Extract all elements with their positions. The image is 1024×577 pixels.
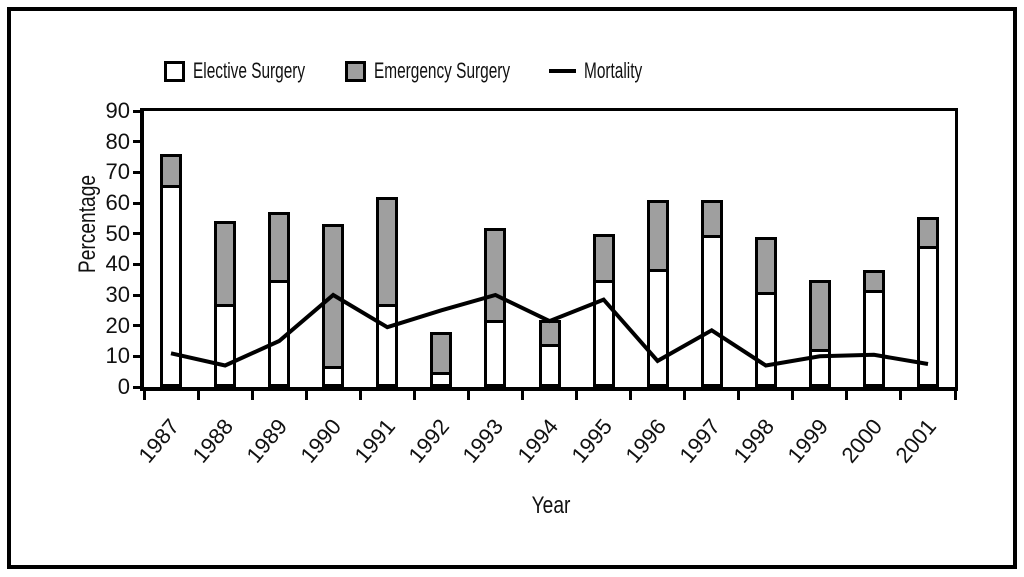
x-tick [520,391,524,400]
elective-swatch-icon [164,60,185,82]
x-tick [196,391,200,400]
y-tick [133,262,143,266]
x-tick [358,391,362,400]
x-tick [737,391,741,400]
bar-emergency-segment-1992 [430,331,453,372]
bar-emergency-segment-1994 [538,319,561,345]
bar-elective-segment-1991 [376,304,399,387]
bar-elective-segment-1987 [160,184,183,387]
y-tick [133,140,143,144]
y-tick [133,232,143,236]
x-tick [250,391,254,400]
bar-emergency-segment-1999 [808,279,831,349]
bar-elective-segment-1988 [214,304,237,387]
bar-elective-segment-1999 [808,348,831,387]
x-tick [683,391,687,400]
bar-emergency-segment-2000 [862,270,885,291]
mortality-line-icon [549,69,576,73]
bar-elective-segment-1992 [430,371,453,387]
bar-emergency-segment-1990 [322,224,345,366]
y-tick [133,201,143,205]
y-tick-label: 0 [117,374,130,399]
bar-emergency-segment-1997 [700,199,723,236]
bar-elective-segment-1997 [700,235,723,387]
legend-item-emergency: Emergency Surgery [345,57,568,85]
y-tick-label: 70 [105,159,130,185]
y-tick-label: 40 [105,251,130,277]
y-tick [133,109,143,113]
y-tick [133,324,143,328]
y-tick [133,354,143,358]
x-axis-title: Year [531,492,571,519]
bar-elective-segment-1996 [646,268,669,387]
bar-elective-segment-1994 [538,344,561,387]
y-tick [133,385,143,389]
x-tick [304,391,308,400]
x-tick [575,391,579,400]
x-tick [629,391,633,400]
x-tick [899,391,903,400]
y-tick-label: 80 [105,128,130,154]
bar-emergency-segment-1987 [160,153,183,185]
bar-elective-segment-2001 [916,245,939,387]
emergency-swatch-icon [345,60,366,82]
y-tick-label: 10 [105,343,130,369]
bar-emergency-segment-1989 [268,212,291,280]
y-tick [133,170,143,174]
legend-label-elective: Elective Surgery [193,58,306,83]
legend-item-elective: Elective Surgery [164,57,353,85]
bar-elective-segment-1998 [754,291,777,387]
x-tick [953,391,957,400]
plot-area [140,108,958,391]
x-tick [845,391,849,400]
y-tick-label: 30 [105,282,130,307]
bar-elective-segment-1989 [268,279,291,387]
bar-emergency-segment-1995 [592,233,615,280]
bar-emergency-segment-1991 [376,196,399,305]
x-tick [791,391,795,400]
y-tick-label: 60 [105,190,130,215]
x-tick [142,391,146,400]
legend-item-mortality: Mortality [549,57,667,85]
y-tick-label: 90 [105,98,130,123]
bar-emergency-segment-2001 [916,216,939,246]
legend-label-emergency: Emergency Surgery [374,58,511,83]
y-tick-label: 20 [105,312,130,338]
x-tick [412,391,416,400]
bar-elective-segment-2000 [862,290,885,387]
bar-emergency-segment-1993 [484,227,507,320]
bar-emergency-segment-1988 [214,221,237,305]
bar-emergency-segment-1996 [646,199,669,269]
bar-emergency-segment-1998 [754,236,777,292]
bar-elective-segment-1995 [592,279,615,387]
bar-elective-segment-1993 [484,319,507,387]
figure-outer-frame [7,7,1017,569]
bar-elective-segment-1990 [322,365,345,387]
y-tick [133,293,143,297]
x-tick [466,391,470,400]
y-tick-label: 50 [105,220,130,246]
legend-label-mortality: Mortality [584,58,643,83]
